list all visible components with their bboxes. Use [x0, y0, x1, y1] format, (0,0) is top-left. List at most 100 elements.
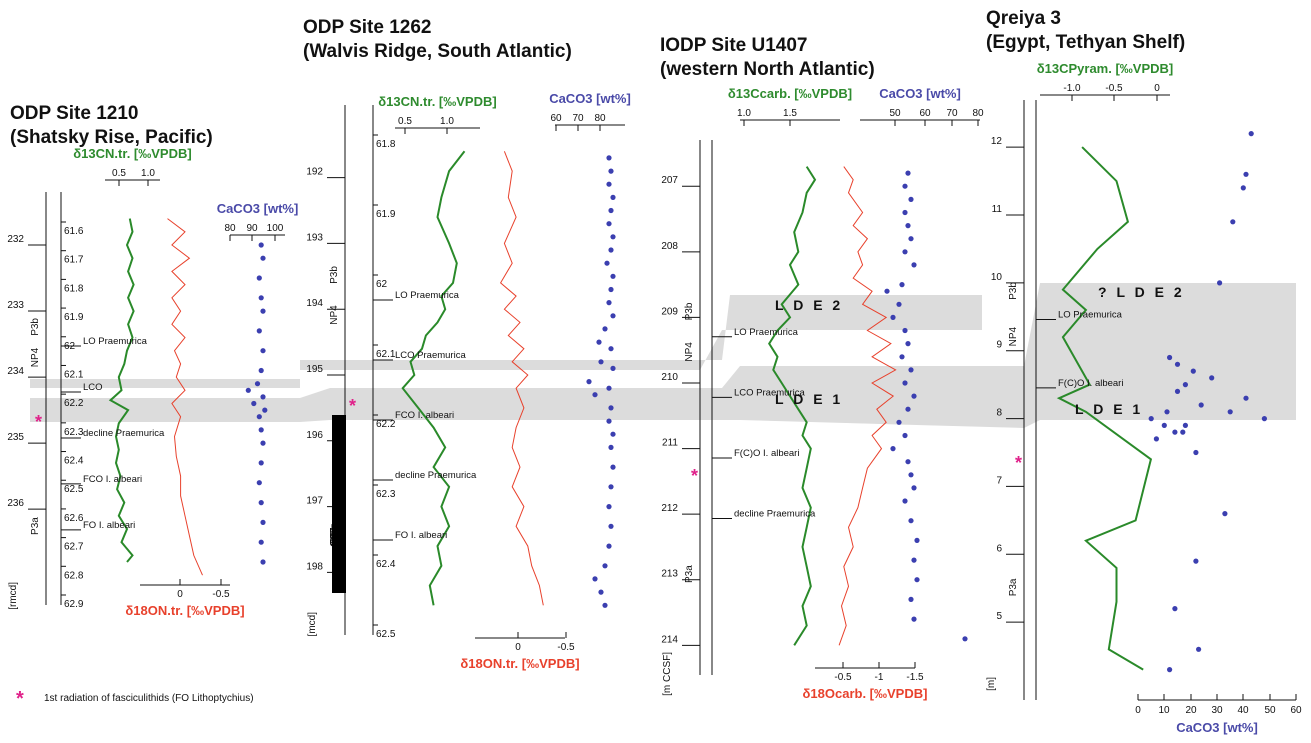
- caco3-point: [260, 559, 266, 565]
- caco3-point: [884, 288, 890, 294]
- age-tick-label: 62: [376, 279, 388, 290]
- caco3-point: [258, 242, 264, 248]
- event-label: decline Praemurica: [395, 470, 477, 481]
- d13c-axis-label: δ13CN.tr. [‰VPDB]: [73, 146, 191, 161]
- depth-tick-label: 233: [7, 300, 24, 311]
- caco3-point: [604, 260, 610, 266]
- site-qreiya-title: Qreiya 3: [986, 8, 1061, 29]
- event-label: LCO Praemurica: [734, 387, 805, 398]
- caco3-point: [1182, 382, 1188, 388]
- caco3-point: [602, 563, 608, 569]
- caco3-point: [260, 255, 266, 261]
- event-label: decline Praemurica: [83, 428, 165, 439]
- caco3-point: [610, 234, 616, 240]
- caco3-point: [1190, 368, 1196, 374]
- caco3-point: [602, 326, 608, 332]
- footnote-text: 1st radiation of fasciculithids (FO Lith…: [44, 693, 254, 704]
- d18o-axis-label: δ18ON.tr. [‰VPDB]: [460, 656, 579, 671]
- caco3-point: [1153, 436, 1159, 442]
- caco3-point: [1217, 280, 1223, 286]
- caco3-point: [606, 181, 612, 187]
- age-tick-label: 62.2: [376, 419, 396, 430]
- age-tick-label: 62.7: [64, 542, 84, 553]
- depth-tick-label: 198: [306, 561, 323, 572]
- depth-tick-label: 8: [996, 408, 1002, 419]
- caco3-point: [258, 295, 264, 301]
- age-tick-label: 62.4: [64, 456, 84, 467]
- caco3-point: [902, 209, 908, 216]
- caco3-tick-label: 70: [572, 113, 584, 124]
- depth-tick-label: 197: [306, 496, 323, 507]
- caco3-point: [1193, 449, 1199, 456]
- event-label: FCO I. albeari: [83, 474, 142, 485]
- caco3-point: [911, 485, 917, 491]
- d13c-axis-label: δ13Ccarb. [‰VPDB]: [728, 86, 852, 101]
- depth-unit-label: [m]: [986, 677, 997, 691]
- fasciculithid-asterisk: *: [691, 466, 698, 486]
- caco3-point: [610, 273, 616, 279]
- d13c-tick-label: 1.0: [737, 108, 751, 119]
- caco3-point: [1222, 510, 1228, 517]
- site-1210-location: (Shatsky Rise, Pacific): [10, 127, 213, 148]
- caco3-point: [1180, 429, 1186, 435]
- depth-tick-label: 207: [661, 175, 678, 186]
- caco3-tick-label: 80: [224, 223, 236, 234]
- depth-tick-label: 210: [661, 372, 678, 383]
- caco3-point: [608, 247, 614, 253]
- caco3-tick-label: 60: [919, 108, 931, 119]
- caco3-point: [899, 354, 905, 360]
- event-label: LCO: [83, 382, 103, 393]
- depth-tick-label: 193: [306, 232, 323, 243]
- caco3-point: [1167, 667, 1173, 673]
- caco3-point: [608, 286, 614, 293]
- caco3-point: [256, 414, 262, 420]
- age-tick-label: 61.8: [64, 283, 84, 294]
- depth-tick-label: 195: [306, 364, 323, 375]
- caco3-point: [606, 155, 612, 161]
- caco3-tick-label: 30: [1211, 705, 1223, 716]
- depth-tick-label: 9: [996, 340, 1002, 351]
- age-tick-label: 62.1: [376, 349, 396, 360]
- caco3-point: [251, 400, 257, 407]
- event-label: LO Praemurica: [83, 336, 148, 347]
- caco3-point: [1172, 429, 1178, 435]
- depth-tick-label: 7: [996, 475, 1002, 486]
- age-tick-label: 62.5: [376, 629, 396, 640]
- caco3-point: [1167, 354, 1173, 361]
- d18o-line: [838, 166, 897, 646]
- event-label: F(C)O I. albeari: [734, 448, 799, 459]
- depth-tick-label: 232: [7, 234, 24, 245]
- d18o-tick-label: 0: [515, 642, 521, 653]
- d18o-tick-label: -0.5: [212, 589, 230, 600]
- depth-unit-label: [rmcd]: [8, 582, 19, 610]
- caco3-point: [902, 327, 908, 334]
- caco3-point: [908, 472, 914, 478]
- event-label: FO I. albeari: [395, 530, 447, 541]
- caco3-point: [608, 168, 614, 174]
- event-label: LO Praemurica: [734, 327, 799, 338]
- age-tick-label: 61.6: [64, 226, 84, 237]
- depth-tick-label: 236: [7, 498, 24, 509]
- caco3-point: [905, 341, 911, 347]
- age-tick-label: 62.8: [64, 570, 84, 581]
- caco3-tick-label: 100: [267, 223, 284, 234]
- caco3-point: [606, 221, 612, 227]
- caco3-point: [908, 518, 914, 524]
- caco3-point: [896, 419, 902, 425]
- zone-label: P3b: [1008, 282, 1019, 300]
- caco3-point: [258, 460, 264, 466]
- event-label: LO Praemurica: [1058, 310, 1123, 321]
- age-tick-label: 62.2: [64, 398, 84, 409]
- caco3-point: [1227, 409, 1233, 415]
- caco3-point: [608, 484, 614, 490]
- d18o-axis-label: δ18Ocarb. [‰VPDB]: [803, 686, 928, 701]
- caco3-point: [256, 328, 262, 334]
- plots: 232 233 234 235 236 [rmcd] 61.6 61.7 61.8 61.9 62 6…: [7, 61, 1302, 735]
- fasciculithid-asterisk: *: [35, 412, 42, 432]
- caco3-point: [608, 346, 614, 352]
- caco3-point: [890, 446, 896, 452]
- zone-label: P3a: [1008, 578, 1019, 596]
- zone-label: NP4: [329, 305, 340, 325]
- caco3-point: [606, 418, 612, 424]
- caco3-point: [905, 170, 911, 176]
